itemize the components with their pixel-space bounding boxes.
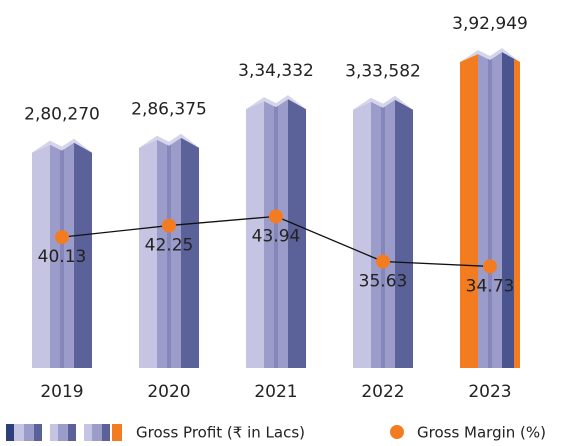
bar <box>32 138 92 368</box>
line-value-label: 40.13 <box>38 247 87 267</box>
legend-icon-line <box>390 425 404 439</box>
bar <box>139 133 199 368</box>
bar-value-label: 2,86,375 <box>131 100 207 120</box>
bar-face-ridge <box>488 59 492 368</box>
bar-face-ridge <box>167 144 171 368</box>
bar-face-right <box>181 137 199 368</box>
bar <box>460 48 520 368</box>
bar-value-label: 2,80,270 <box>24 105 100 125</box>
line-value-label: 34.73 <box>466 276 515 296</box>
bar-face-left <box>353 101 371 369</box>
bar-face-ridge <box>60 149 64 368</box>
line-point <box>483 259 497 274</box>
bar-value-label: 3,33,582 <box>345 62 421 82</box>
bar-face-left <box>460 54 478 368</box>
bar-value-label: 3,34,332 <box>238 61 314 81</box>
bar-face-right <box>395 99 413 369</box>
line-point <box>269 209 283 224</box>
legend-icon-bar <box>6 424 122 441</box>
bar-face-right <box>288 99 306 368</box>
line-value-label: 35.63 <box>359 272 408 292</box>
bar-cap <box>353 95 413 110</box>
bar-face-ridge <box>274 106 278 368</box>
bar-edge-right <box>514 59 520 368</box>
bar-value-label: 3,92,949 <box>452 14 528 34</box>
line-value-label: 42.25 <box>145 236 194 256</box>
x-tick-label: 2022 <box>361 382 404 402</box>
bar <box>246 95 306 368</box>
line-value-label: 43.94 <box>252 226 301 246</box>
x-tick-label: 2019 <box>40 382 83 402</box>
bar-cap <box>246 95 306 110</box>
bar-cap <box>460 48 520 62</box>
bar <box>353 95 413 369</box>
legend-label: Gross Margin (%) <box>417 424 546 442</box>
bar-cap <box>139 133 199 148</box>
bar-face-left <box>246 101 264 368</box>
legend: Gross Profit (₹ in Lacs) Gross Margin (%… <box>6 424 546 442</box>
bar-cap <box>32 138 92 153</box>
x-tick-label: 2023 <box>468 382 511 402</box>
line-point <box>55 230 69 245</box>
line-point <box>162 218 176 233</box>
line-point <box>376 254 390 269</box>
x-tick-label: 2020 <box>147 382 190 402</box>
legend-label: Gross Profit (₹ in Lacs) <box>136 424 305 442</box>
x-tick-label: 2021 <box>254 382 297 402</box>
bar-face-left <box>32 144 50 368</box>
bar-face-right <box>74 142 92 368</box>
bar-face-left <box>139 139 157 368</box>
bar-face-ridge <box>381 106 385 369</box>
